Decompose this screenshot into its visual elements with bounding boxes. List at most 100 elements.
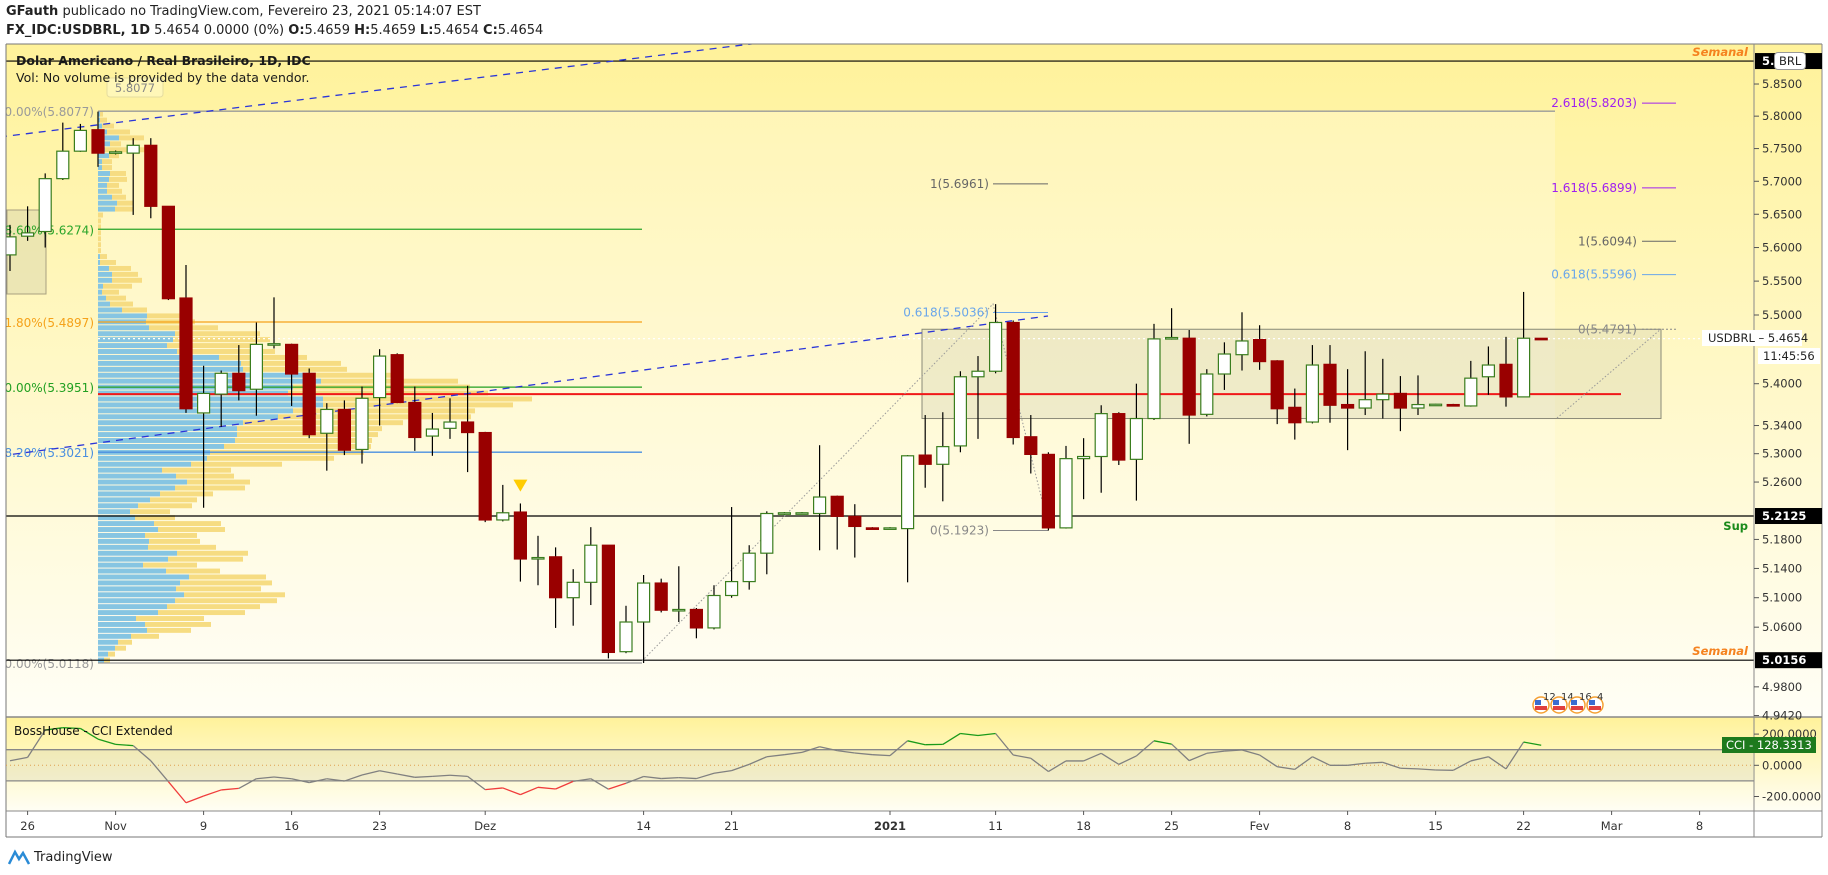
candle[interactable] bbox=[478, 431, 492, 523]
candle[interactable] bbox=[724, 507, 739, 598]
candle[interactable] bbox=[883, 527, 897, 530]
candle[interactable] bbox=[443, 398, 457, 439]
candle[interactable] bbox=[1129, 383, 1144, 501]
candle[interactable] bbox=[425, 412, 439, 456]
economic-event[interactable]: 16 bbox=[1568, 692, 1592, 714]
consolidation-box[interactable] bbox=[921, 328, 1662, 420]
candle[interactable] bbox=[108, 150, 123, 155]
candle[interactable] bbox=[1516, 291, 1531, 398]
candle[interactable] bbox=[1200, 369, 1214, 417]
candle[interactable] bbox=[1112, 412, 1126, 466]
candle[interactable] bbox=[1428, 403, 1443, 407]
time-axis[interactable]: 26 Nov 9 16 23 Dez 14 21 2021 11 18 25 Fev 8 15 22 Mar 8 bbox=[20, 811, 1703, 833]
candle[interactable] bbox=[1059, 445, 1073, 529]
candle[interactable] bbox=[531, 535, 545, 586]
candle[interactable] bbox=[1393, 376, 1408, 432]
brand-name[interactable]: TradingView bbox=[34, 849, 113, 865]
currency-badge[interactable]: BRL bbox=[1774, 52, 1807, 70]
candle[interactable] bbox=[707, 585, 721, 630]
candle[interactable] bbox=[795, 512, 809, 515]
candle[interactable] bbox=[1376, 358, 1390, 419]
candle[interactable] bbox=[161, 205, 175, 301]
candle[interactable] bbox=[337, 400, 351, 456]
candle[interactable] bbox=[1164, 308, 1179, 340]
candle[interactable] bbox=[1041, 452, 1056, 531]
candle[interactable] bbox=[1358, 351, 1372, 416]
candle[interactable] bbox=[126, 138, 140, 215]
candle[interactable] bbox=[320, 403, 334, 471]
candle[interactable] bbox=[566, 569, 580, 626]
candle[interactable] bbox=[1147, 323, 1161, 420]
candle[interactable] bbox=[830, 495, 844, 550]
candle[interactable] bbox=[1235, 312, 1249, 371]
candle[interactable] bbox=[1270, 360, 1284, 425]
candle[interactable] bbox=[285, 343, 299, 406]
candle[interactable] bbox=[1076, 438, 1091, 500]
trendline-upper[interactable] bbox=[0, 43, 759, 137]
candle[interactable] bbox=[267, 297, 281, 349]
candle[interactable] bbox=[1411, 375, 1425, 416]
candle[interactable] bbox=[214, 370, 228, 427]
candle[interactable] bbox=[390, 353, 404, 404]
candle[interactable] bbox=[1534, 337, 1548, 341]
candle[interactable] bbox=[461, 385, 475, 473]
candle[interactable] bbox=[249, 322, 263, 416]
candle[interactable] bbox=[900, 455, 915, 583]
candle[interactable] bbox=[56, 122, 70, 180]
candle[interactable] bbox=[601, 544, 616, 659]
candle[interactable] bbox=[1481, 346, 1496, 395]
series-legend-title[interactable]: Dolar Americano / Real Brasileiro, 1D, I… bbox=[16, 53, 311, 68]
author-name[interactable]: GFauth bbox=[6, 4, 59, 19]
candle[interactable] bbox=[513, 503, 528, 582]
candle[interactable] bbox=[619, 605, 633, 654]
candle[interactable] bbox=[760, 511, 774, 575]
candle[interactable] bbox=[953, 371, 968, 453]
candle[interactable] bbox=[232, 345, 246, 401]
candle[interactable] bbox=[1499, 336, 1513, 407]
candle[interactable] bbox=[1340, 369, 1355, 451]
candle[interactable] bbox=[548, 547, 563, 628]
candle[interactable] bbox=[742, 545, 756, 590]
candle[interactable] bbox=[988, 304, 1003, 374]
candle[interactable] bbox=[1323, 345, 1337, 423]
candle[interactable] bbox=[408, 386, 422, 451]
candle[interactable] bbox=[971, 356, 985, 439]
cci-line[interactable] bbox=[9, 727, 1542, 804]
candle[interactable] bbox=[865, 527, 880, 530]
candle[interactable] bbox=[1006, 320, 1020, 445]
candle[interactable] bbox=[21, 206, 35, 241]
candle[interactable] bbox=[654, 578, 668, 613]
candle[interactable] bbox=[689, 607, 704, 639]
candle[interactable] bbox=[91, 111, 105, 167]
fib-extension-path[interactable] bbox=[641, 303, 1043, 662]
candle[interactable] bbox=[848, 504, 862, 558]
candle[interactable] bbox=[179, 264, 193, 413]
candle[interactable] bbox=[73, 123, 88, 152]
candle[interactable] bbox=[1217, 342, 1232, 390]
candle[interactable] bbox=[1288, 388, 1302, 440]
candle[interactable] bbox=[144, 138, 158, 219]
candle[interactable] bbox=[496, 484, 510, 522]
economic-event[interactable]: 4 bbox=[1586, 692, 1604, 714]
candle[interactable] bbox=[1464, 360, 1478, 407]
candle[interactable] bbox=[918, 415, 932, 488]
candle[interactable] bbox=[584, 527, 598, 606]
candle[interactable] bbox=[38, 173, 52, 248]
candle[interactable] bbox=[1094, 405, 1108, 493]
candle[interactable] bbox=[355, 386, 369, 464]
candle[interactable] bbox=[1446, 403, 1460, 407]
candle[interactable] bbox=[672, 566, 686, 623]
candle[interactable] bbox=[197, 365, 211, 508]
candle[interactable] bbox=[4, 224, 17, 272]
economic-event[interactable]: 14 bbox=[1550, 692, 1574, 714]
cci-indicator-title[interactable]: BossHouse - CCI Extended bbox=[14, 724, 173, 738]
candle[interactable] bbox=[936, 412, 950, 502]
candle[interactable] bbox=[1182, 330, 1196, 444]
candle[interactable] bbox=[1024, 415, 1038, 474]
candle[interactable] bbox=[777, 512, 792, 515]
candle[interactable] bbox=[302, 368, 316, 439]
economic-event[interactable]: 12 bbox=[1532, 692, 1556, 714]
candle[interactable] bbox=[636, 575, 651, 664]
candle[interactable] bbox=[373, 349, 387, 426]
